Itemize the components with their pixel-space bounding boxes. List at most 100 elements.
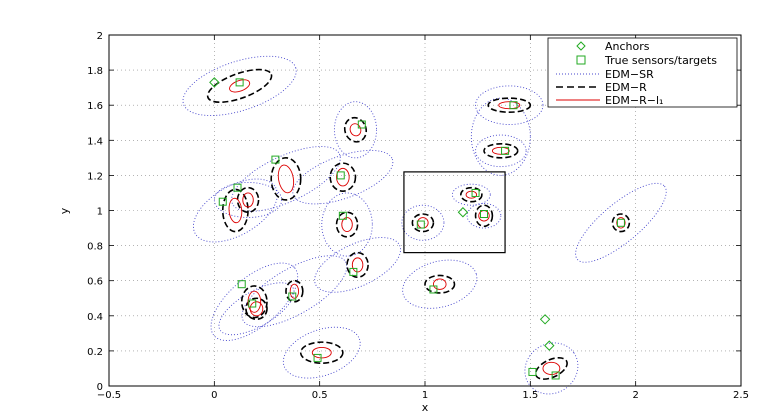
y-tick-label: 0.4 [87,312,103,323]
edm-sr-ellipse [466,203,502,229]
anchor-point [457,207,469,218]
true-targets [218,78,625,380]
x-ticks: −0.5 0 0.5 1 1.5 2 2.5 [97,35,749,401]
edm-sr-ellipse [524,342,579,395]
edm-sr-ellipse [475,85,544,125]
edm-sr-ellipse [182,55,297,116]
edm-r-l1-ellipse [491,146,510,155]
edm-r-ellipse [299,341,344,364]
anchors [209,77,555,351]
y-tick-label: 0.8 [87,242,103,253]
edm-r-ellipse [245,297,268,321]
edm-r-ellipse [206,68,273,104]
anchor-point [209,77,220,88]
edm-r-ellipse [487,97,532,114]
legend-label-targets: True sensors/targets [604,54,717,67]
edm-sr-ellipse [402,259,478,309]
target-point [501,146,510,155]
legend-label-sr: EDM−SR [605,68,654,81]
target-point [338,211,347,220]
edm-r-l1-ellipse [432,278,447,290]
legend-target-marker [576,55,586,65]
edm-r-ellipse [411,213,435,233]
edm-sr-ellipse [282,326,361,379]
x-tick-label: −0.5 [97,390,121,401]
edm-sr-ellipse [292,149,394,205]
x-tick-label: 1.5 [522,390,538,401]
edm-sr-ellipse [575,182,667,263]
edm-sr-ellipse [333,101,377,159]
target-point [509,101,518,110]
y-tick-label: 1.2 [87,171,103,182]
x-tick-label: 0.5 [312,390,328,401]
edm-sr-ellipse [475,134,527,168]
edm-sr-ellipse [241,255,348,328]
x-tick-label: 2.5 [733,390,749,401]
target-point [237,280,246,289]
target-point [616,218,625,227]
target-point [416,220,425,229]
y-tick-label: 0.2 [87,347,103,358]
edm-r-l1-ellipse [341,217,353,233]
y-tick-label: 1.6 [87,101,103,112]
edm-sr-ellipse [401,204,445,241]
y-tick-label: 1.8 [87,66,103,77]
edm-r-l1-ellipse [616,217,626,229]
y-tick-label: 1 [97,207,103,218]
edm-r-l1-ellipse [247,290,262,313]
edm-sr-ellipse [192,178,278,243]
edm-r-l1-ellipse [229,79,251,93]
edm-r-l1-ellipse [228,197,243,224]
edm-r-ellipse [270,157,302,201]
edm-r-ellipse [240,285,268,319]
x-axis-label: x [422,401,429,414]
legend-label-anchors: Anchors [605,40,650,53]
target-point [471,188,480,197]
target-point [349,267,358,276]
target-point [551,371,560,380]
target-point [479,210,488,219]
target-point [313,353,322,362]
edm-sr-ellipses [182,55,667,395]
y-tick-label: 0.6 [87,277,103,288]
edm-r-l1-ellipse [311,346,332,359]
edm-r-l1-ellipse [542,361,561,376]
edm-r-ellipse [483,143,519,159]
legend-label-l1: EDM−R−l₁ [605,94,663,107]
edm-r-ellipse [335,211,359,238]
edm-r-ellipse [424,274,456,294]
edm-r-ellipse [285,279,304,303]
edm-r-l1-ellipse [289,283,300,299]
target-point [288,292,297,301]
x-tick-label: 0 [211,390,217,401]
y-tick-label: 0 [97,382,103,393]
edm-r-l1-ellipse [336,167,350,187]
edm-r-ellipse [611,213,631,233]
edm-sr-ellipse [451,183,491,206]
edm-r-ellipse [346,251,369,278]
edm-r-l1-ellipse [242,192,254,208]
edm-r-l1-ellipse [351,257,364,273]
zoom-box [403,171,506,254]
edm-r-ellipse [474,204,494,228]
legend-box [547,37,738,108]
target-point [235,78,244,87]
edm-r-ellipse [460,186,483,203]
target-point [233,183,242,192]
edm-sr-ellipse [314,237,401,293]
target-point [218,197,227,206]
edm-r-l1-ellipse [277,164,295,194]
edm-sr-ellipse [218,282,295,336]
y-ticks: 0 0.2 0.4 0.6 0.8 1 1.2 1.4 1.6 1.8 2 [87,31,741,393]
anchor-point [544,340,555,351]
target-point [248,299,257,308]
y-tick-label: 2 [97,31,103,42]
legend: Anchors True sensors/targets EDM−SR EDM−… [547,37,738,108]
y-axis-label: y [58,207,71,214]
target-point [336,171,345,180]
anchor-point [539,314,551,325]
grid [109,35,741,386]
edm-r-l1-ellipse [498,101,521,110]
target-point [357,120,366,129]
x-tick-label: 1 [422,390,428,401]
